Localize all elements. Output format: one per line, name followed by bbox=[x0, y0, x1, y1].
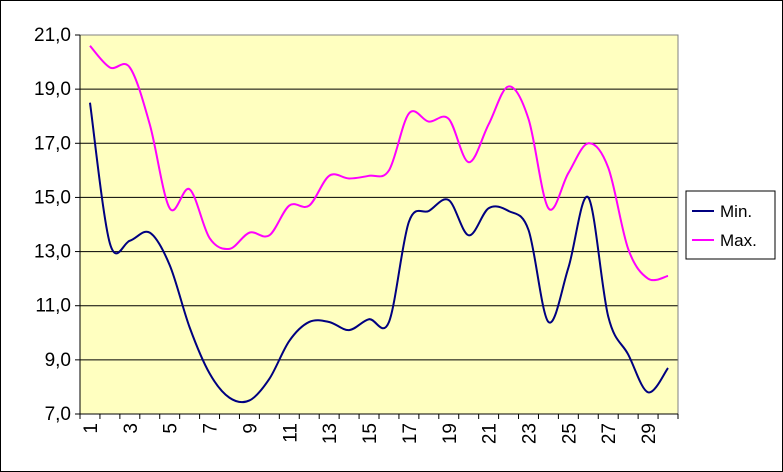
x-tick-label: 13 bbox=[320, 423, 341, 444]
legend bbox=[685, 190, 776, 260]
y-tick-label: 15,0 bbox=[34, 187, 71, 208]
x-tick-label: 15 bbox=[360, 423, 381, 444]
y-tick-label: 17,0 bbox=[34, 133, 71, 154]
y-tick-label: 9,0 bbox=[45, 350, 71, 371]
y-tick-label: 7,0 bbox=[45, 404, 71, 425]
x-tick-label: 1 bbox=[81, 423, 102, 434]
y-tick-label: 19,0 bbox=[34, 79, 71, 100]
series-line-max bbox=[89, 45, 669, 282]
y-tick-label: 11,0 bbox=[35, 296, 71, 317]
x-tick-label: 9 bbox=[240, 423, 261, 434]
x-tick-label: 23 bbox=[520, 423, 541, 444]
x-tick-label: 5 bbox=[161, 423, 182, 434]
x-tick-label: 27 bbox=[599, 423, 620, 444]
x-tick-label: 11 bbox=[280, 423, 301, 443]
x-tick-label: 21 bbox=[480, 423, 501, 444]
x-tick-label: 7 bbox=[201, 423, 222, 434]
x-tick-label: 3 bbox=[121, 423, 142, 434]
x-tick-label: 17 bbox=[400, 423, 421, 444]
plot-area bbox=[80, 35, 678, 414]
legend-label: Max. bbox=[720, 231, 757, 250]
legend-label: Min. bbox=[720, 202, 752, 221]
series-line-min bbox=[88, 102, 669, 404]
x-tick-label: 19 bbox=[440, 423, 461, 444]
y-tick-label: 13,0 bbox=[34, 242, 71, 263]
x-tick-label: 25 bbox=[559, 423, 580, 444]
y-tick-label: 21,0 bbox=[34, 25, 71, 46]
x-tick-label: 29 bbox=[639, 423, 660, 444]
